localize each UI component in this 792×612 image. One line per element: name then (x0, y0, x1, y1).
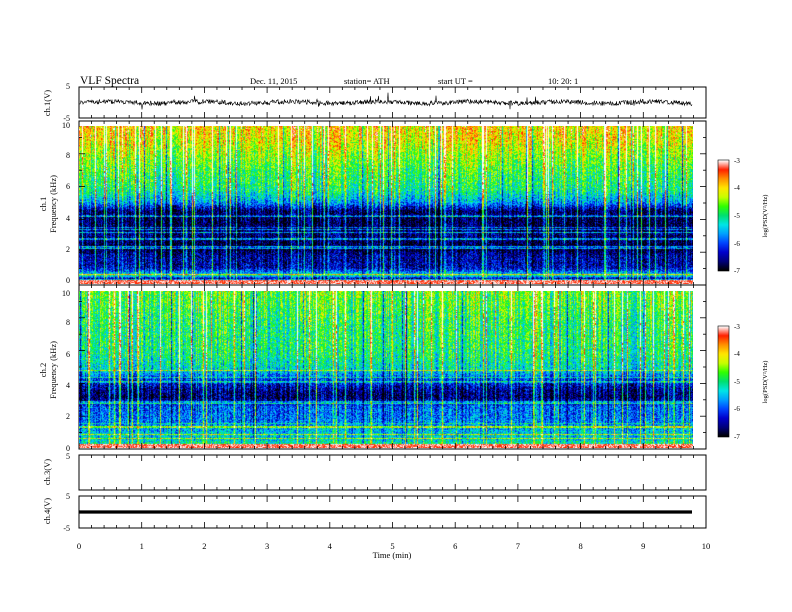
ch2-spec-ytick-10: 10 (62, 289, 70, 298)
ch2-spec-ytick-6: 6 (66, 350, 70, 359)
x-tick-8: 8 (578, 541, 582, 551)
ch1-wave-ytick-top: 5 (66, 82, 70, 91)
ch1-frequency-label: Frequency (kHz) (48, 175, 58, 233)
ch2-colorbar-label: log(PSD(V²/Hz) (762, 361, 769, 404)
ch2-cbar-tick-m5: -5 (734, 378, 740, 386)
ch4-wave-ytick-top: 5 (66, 492, 70, 501)
start-time-label: 10: 20: 1 (548, 76, 578, 86)
axis-tick-marks (78, 87, 707, 528)
ch2-cbar-tick-m4: -4 (734, 350, 740, 358)
ch1-spec-ytick-4: 4 (66, 214, 70, 223)
ch1-spec-ytick-0: 0 (66, 276, 70, 285)
ch1-cbar-tick-m7: -7 (734, 267, 740, 275)
x-tick-3: 3 (265, 541, 269, 551)
ch2-spec-ytick-8: 8 (66, 318, 70, 327)
ch2-cbar-tick-m6: -6 (734, 405, 740, 413)
ch1-cbar-tick-m4: -4 (734, 184, 740, 192)
x-tick-10: 10 (702, 541, 711, 551)
ch4-wave-ytick-bottom: -5 (63, 524, 70, 533)
ch2-colorbar (718, 326, 729, 437)
ch2-frequency-label: Frequency (kHz) (48, 341, 58, 399)
ch1-spec-ytick-6: 6 (66, 182, 70, 191)
start-label: start UT = (438, 76, 473, 86)
figure-title: VLF Spectra (80, 75, 139, 87)
x-tick-0: 0 (77, 541, 81, 551)
ch1-spec-ytick-10: 10 (62, 121, 70, 130)
ch1-colorbar (718, 160, 729, 271)
ch4-wave-ylabel: ch.4(V) (42, 498, 52, 524)
ch1-cbar-tick-m3: -3 (734, 157, 740, 165)
x-tick-4: 4 (328, 541, 333, 551)
x-tick-9: 9 (641, 541, 645, 551)
ch1-spectrogram-panel: 0 2 4 6 8 10 ch.1 Frequency (kHz) -3 -4 … (38, 120, 769, 286)
ch3-wave-ylabel: ch.3(V) (42, 459, 52, 485)
ch1-cbar-tick-m5: -5 (734, 212, 740, 220)
ch2-cbar-tick-m3: -3 (734, 323, 740, 331)
x-axis-tick-labels: 0 1 2 3 4 5 6 7 8 9 10 (77, 541, 710, 551)
ch1-channel-label: ch.1 (38, 197, 48, 211)
station-label: station= ATH (344, 76, 390, 86)
x-tick-2: 2 (202, 541, 206, 551)
ch1-spec-ytick-8: 8 (66, 151, 70, 160)
ch2-channel-label: ch.2 (38, 363, 48, 377)
ch2-spec-ytick-4: 4 (66, 381, 70, 390)
ch3-wave-ytick-top: 5 (66, 452, 70, 461)
ch1-waveform-line (78, 92, 693, 110)
x-tick-6: 6 (453, 541, 457, 551)
ch1-cbar-tick-m6: -6 (734, 240, 740, 248)
ch1-spectrogram-heatmap (79, 126, 693, 284)
ch2-cbar-tick-m7: -7 (734, 433, 740, 441)
x-tick-7: 7 (516, 541, 520, 551)
x-tick-5: 5 (390, 541, 394, 551)
ch2-spec-ytick-0: 0 (66, 444, 70, 453)
ch1-colorbar-label: log(PSD(V²/Hz) (762, 195, 769, 238)
ch2-spectrogram-heatmap (79, 291, 693, 448)
ch1-spec-ytick-2: 2 (66, 245, 70, 254)
x-axis-label: Time (min) (373, 550, 412, 560)
ch1-wave-ytick-bottom: -5 (63, 114, 70, 123)
ch1-wave-ylabel: ch.1(V) (42, 90, 52, 116)
ch2-spec-ytick-2: 2 (66, 412, 70, 421)
ch2-spectrogram-panel: 0 2 4 6 8 10 ch.2 Frequency (kHz) -3 -4 … (38, 284, 769, 453)
x-tick-1: 1 (140, 541, 144, 551)
date-label: Dec. 11, 2015 (250, 76, 297, 86)
